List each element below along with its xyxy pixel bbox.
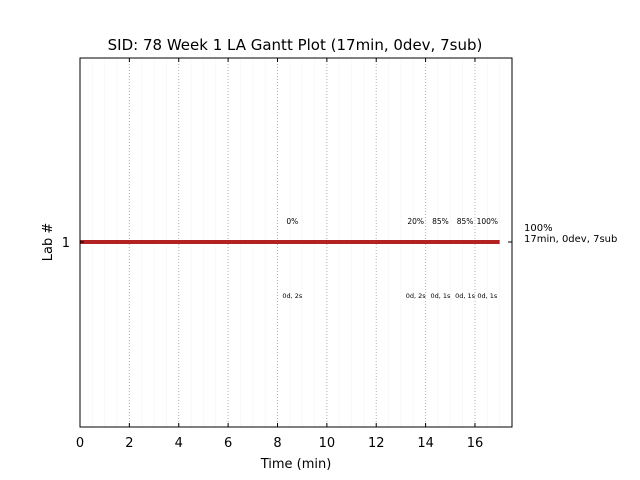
submission-score-label: 100% [477, 217, 498, 226]
bar-summary-percent: 100% [524, 223, 553, 234]
submission-score-label: 85% [432, 217, 449, 226]
submission-annotations: 0% 0d, 2s 20% 0d, 2s 85% 0d, 1s 85% 0d, 1s 100% 0… [282, 217, 498, 300]
submission-detail-label: 0d, 2s [282, 292, 303, 300]
submission-detail-label: 0d, 1s [455, 292, 476, 300]
submission-detail-label: 0d, 2s [406, 292, 427, 300]
x-tick-label: 14 [417, 436, 434, 451]
submission-score-label: 0% [286, 217, 298, 226]
x-tick-label: 12 [368, 436, 385, 451]
x-tick-label: 6 [224, 436, 232, 451]
x-axis-ticks: 0 2 4 6 8 10 12 14 16 [76, 58, 483, 451]
x-tick-label: 10 [319, 436, 336, 451]
submission-score-label: 85% [457, 217, 474, 226]
y-axis-label: Lab # [41, 223, 56, 262]
x-axis-label: Time (min) [260, 457, 332, 472]
x-tick-label: 16 [467, 436, 484, 451]
submission-detail-label: 0d, 1s [477, 292, 498, 300]
x-tick-label: 0 [76, 436, 84, 451]
x-tick-label: 2 [125, 436, 133, 451]
bar-summary-detail: 17min, 0dev, 7sub [524, 234, 617, 245]
chart-title: SID: 78 Week 1 LA Gantt Plot (17min, 0de… [108, 36, 483, 54]
y-axis-ticks: 1 [62, 236, 512, 251]
x-tick-label: 8 [273, 436, 281, 451]
submission-detail-label: 0d, 1s [430, 292, 451, 300]
submission-score-label: 20% [407, 217, 424, 226]
y-tick-label: 1 [62, 236, 70, 251]
x-tick-label: 4 [175, 436, 183, 451]
